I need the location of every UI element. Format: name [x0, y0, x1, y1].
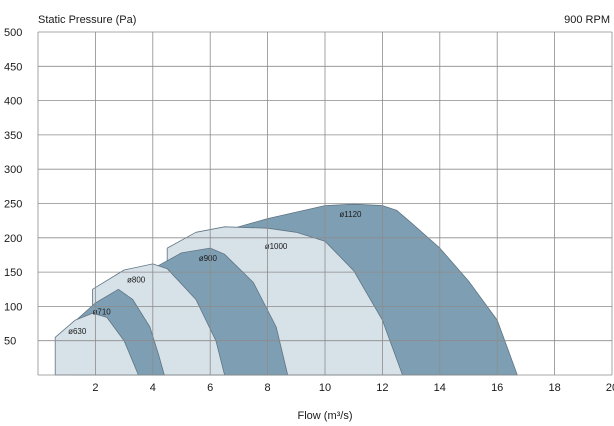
y-tick-label: 100	[4, 301, 22, 313]
curve-label-2: ø900	[199, 254, 218, 263]
x-tick-label: 14	[434, 382, 446, 394]
x-tick-label: 10	[319, 382, 331, 394]
x-tick-label: 12	[376, 382, 388, 394]
y-tick-label: 300	[4, 164, 22, 176]
y-tick-label: 50	[4, 336, 16, 348]
fan-curves	[54, 203, 518, 376]
y-tick-label: 450	[4, 61, 22, 73]
y-tick-label: 400	[4, 96, 22, 108]
y-tick-label: 350	[4, 130, 22, 142]
x-tick-label: 2	[92, 382, 98, 394]
y-tick-label: 200	[4, 233, 22, 245]
axis-ticks: 2 4 6 8 10 12 14 16 18 20 50 100 150 200 250 300 350 400 4…	[4, 27, 614, 394]
x-tick-label: 6	[207, 382, 213, 394]
x-axis-label: Flow (m³/s)	[298, 410, 353, 422]
curve-label-5: ø630	[68, 327, 87, 336]
x-tick-label: 18	[548, 382, 560, 394]
curve-label-3: ø800	[127, 275, 146, 284]
x-tick-label: 20	[606, 382, 614, 394]
x-tick-label: 8	[265, 382, 271, 394]
x-tick-label: 16	[491, 382, 503, 394]
y-tick-label: 500	[4, 27, 22, 39]
fan-curve-5	[54, 312, 139, 376]
curve-label-0: ø1120	[339, 210, 362, 219]
y-tick-label: 250	[4, 199, 22, 211]
curve-label-4: ø710	[93, 308, 112, 317]
x-tick-label: 4	[150, 382, 156, 394]
y-axis-label: Static Pressure (Pa)	[38, 14, 136, 26]
curve-labels: ø1120 ø1000 ø900 ø800 ø710 ø630	[68, 210, 362, 336]
grid	[37, 31, 613, 376]
curve-label-1: ø1000	[265, 242, 288, 251]
rpm-annotation: 900 RPM	[564, 14, 610, 26]
y-tick-label: 150	[4, 267, 22, 279]
